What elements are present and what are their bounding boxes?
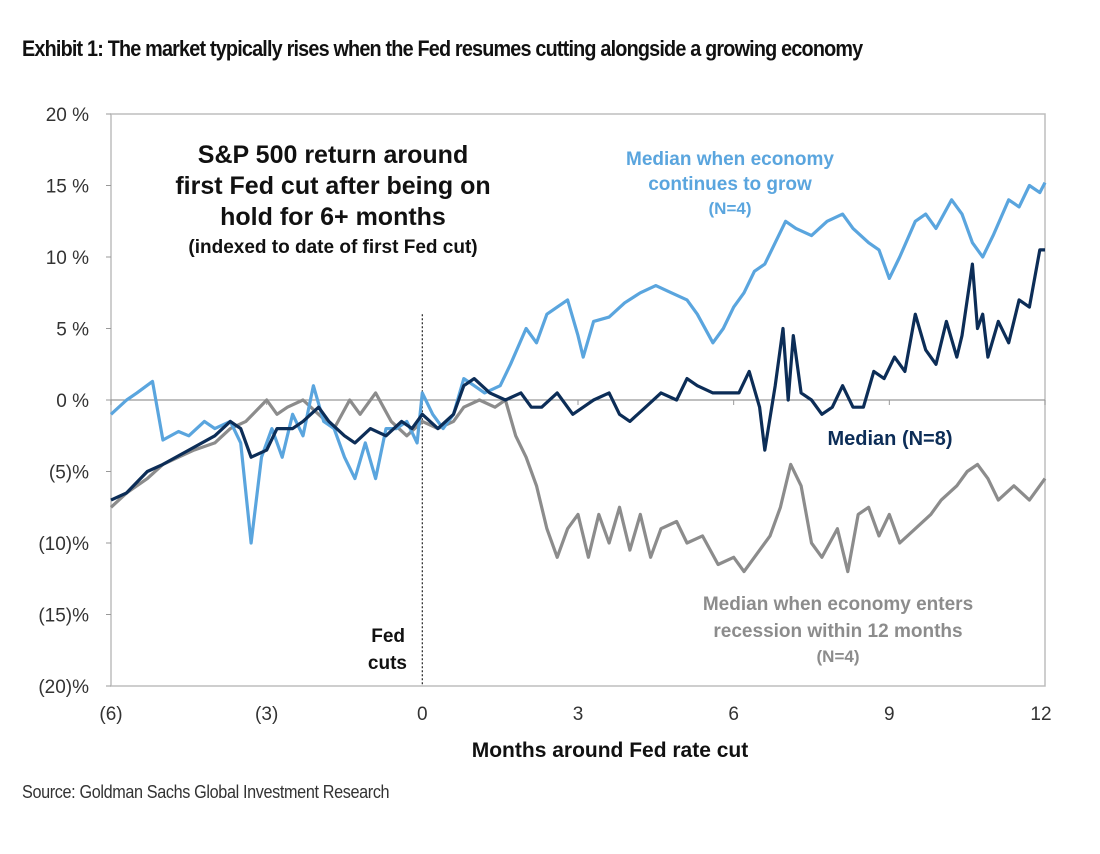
legend-grow-line: (N=4): [709, 199, 752, 218]
legend-grow-line: Median when economy: [626, 149, 834, 170]
y-tick-label: 0 %: [56, 391, 89, 412]
x-tick-label: (6): [99, 704, 122, 725]
chart-title-line: S&P 500 return around: [198, 141, 468, 169]
x-tick-label: 0: [417, 704, 428, 725]
legend-median: Median (N=8): [827, 428, 952, 450]
legend-recession-line: (N=4): [817, 647, 860, 666]
legend-recession-line: Median when economy enters: [703, 594, 973, 615]
x-tick-label: 3: [573, 704, 584, 725]
chart-title-line: hold for 6+ months: [220, 203, 446, 231]
legend-grow: Median when economy continues to grow (N…: [626, 149, 834, 218]
x-tick-label: (3): [255, 704, 278, 725]
y-axis: 20 % 15 % 10 % 5 % 0 % (5)% (10)% (15)% (20)%: [38, 105, 111, 698]
chart-title: S&P 500 return around first Fed cut afte…: [175, 141, 490, 258]
y-tick-label: 15 %: [46, 177, 89, 198]
x-tick-label: 6: [728, 704, 739, 725]
y-tick-label: 10 %: [46, 248, 89, 269]
series-line-grow: [109, 181, 1047, 545]
chart-subtitle: (indexed to date of first Fed cut): [188, 237, 477, 258]
source-note: Source: Goldman Sachs Global Investment …: [22, 782, 390, 802]
exhibit-title: Exhibit 1: The market typically rises wh…: [22, 36, 863, 61]
y-tick-label: (15)%: [38, 606, 89, 627]
y-tick-label: 20 %: [46, 105, 89, 126]
series-line-median: [110, 248, 1045, 502]
legend-recession-line: recession within 12 months: [713, 621, 962, 642]
x-axis: (6) (3) 0 3 6 9 12: [99, 400, 1052, 725]
y-tick-label: (10)%: [38, 534, 89, 555]
fed-cuts-label-line: Fed: [371, 626, 405, 647]
y-tick-label: 5 %: [56, 320, 89, 341]
series-group: [109, 181, 1047, 574]
y-tick-label: (20)%: [38, 677, 89, 698]
x-axis-label: Months around Fed rate cut: [472, 739, 749, 762]
y-tick-label: (5)%: [49, 463, 89, 484]
series-line-recession: [109, 391, 1047, 574]
chart-title-line: first Fed cut after being on: [175, 172, 490, 200]
legend-grow-line: continues to grow: [648, 174, 812, 195]
x-tick-label: 12: [1030, 704, 1051, 725]
legend-recession: Median when economy enters recession wit…: [703, 594, 973, 666]
fed-cuts-label: Fed cuts: [368, 626, 407, 674]
x-tick-label: 9: [884, 704, 895, 725]
fed-cuts-label-line: cuts: [368, 653, 407, 674]
